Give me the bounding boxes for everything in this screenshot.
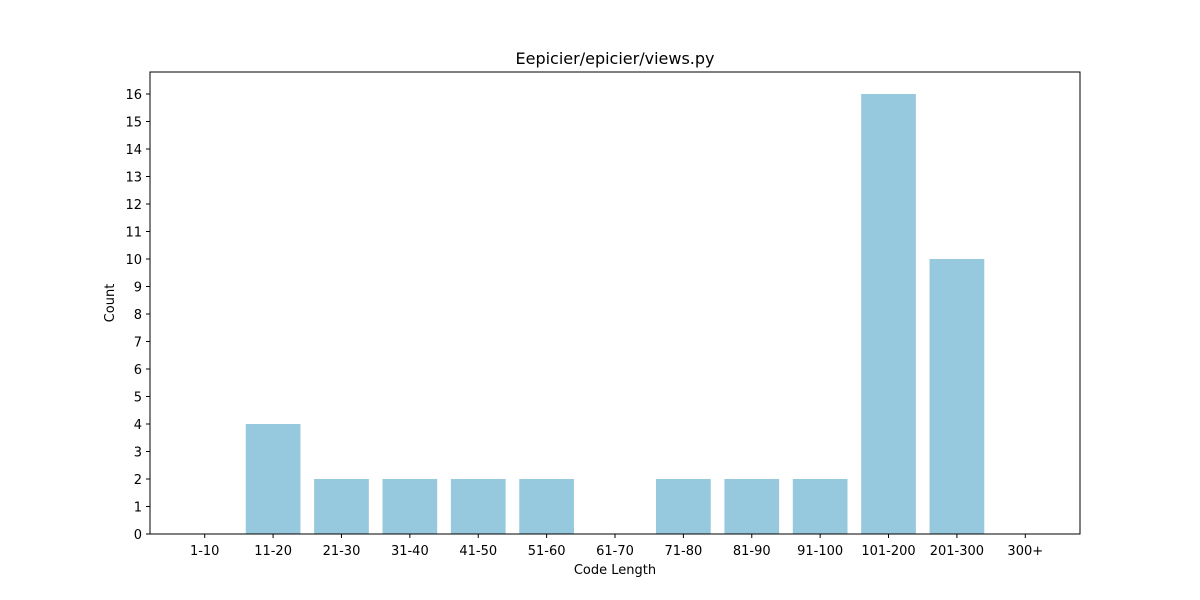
bar-51-60 [519, 479, 574, 534]
y-tick-label: 8 [134, 308, 142, 323]
y-tick-label: 9 [134, 281, 142, 296]
y-tick-label: 0 [134, 528, 142, 543]
y-tick-label: 14 [125, 143, 142, 158]
bar-81-90 [724, 479, 780, 534]
x-tick-label: 81-90 [733, 544, 771, 559]
chart-title: Eepicier/epicier/views.py [516, 49, 715, 68]
y-tick-label: 10 [125, 253, 142, 268]
y-tick-label: 3 [134, 446, 142, 461]
x-tick-label: 61-70 [596, 544, 634, 559]
bar-11-20 [245, 424, 301, 534]
x-tick-label: 51-60 [528, 544, 566, 559]
x-tick-label: 11-20 [254, 544, 292, 559]
bar-21-30 [314, 479, 369, 534]
y-tick-label: 15 [125, 116, 142, 131]
x-axis-label: Code Length [574, 563, 656, 578]
y-tick-label: 16 [125, 88, 142, 103]
bar-201-300 [929, 259, 985, 534]
y-tick-label: 5 [134, 391, 142, 406]
y-tick-label: 2 [134, 473, 142, 488]
x-tick-label: 21-30 [323, 544, 361, 559]
x-tick-label: 31-40 [391, 544, 429, 559]
y-tick-label: 6 [134, 363, 142, 378]
x-tick-label: 101-200 [861, 544, 915, 559]
bars-group [245, 94, 985, 534]
x-tick-label: 91-100 [797, 544, 843, 559]
y-tick-label: 4 [134, 418, 142, 433]
x-tick-label: 1-10 [190, 544, 220, 559]
bar-71-80 [656, 479, 711, 534]
y-axis-label: Count [103, 284, 118, 323]
x-tick-label: 300+ [1007, 544, 1043, 559]
x-tick-label: 201-300 [930, 544, 984, 559]
x-tick-label: 71-80 [664, 544, 702, 559]
bar-101-200 [861, 94, 916, 534]
x-tick-label: 41-50 [459, 544, 497, 559]
y-tick-label: 11 [125, 226, 142, 241]
bar-41-50 [450, 479, 506, 534]
bar-91-100 [792, 479, 848, 534]
y-tick-label: 13 [125, 171, 142, 186]
y-tick-label: 12 [125, 198, 142, 213]
plot-frame [149, 71, 1081, 535]
y-tick-label: 7 [134, 336, 142, 351]
x-axis-ticks: 1-10 11-20 21-30 31-40 41-50 51-60 61-70 71-80 8… [190, 534, 1043, 559]
bar-31-40 [382, 479, 438, 534]
y-tick-label: 1 [134, 501, 142, 516]
